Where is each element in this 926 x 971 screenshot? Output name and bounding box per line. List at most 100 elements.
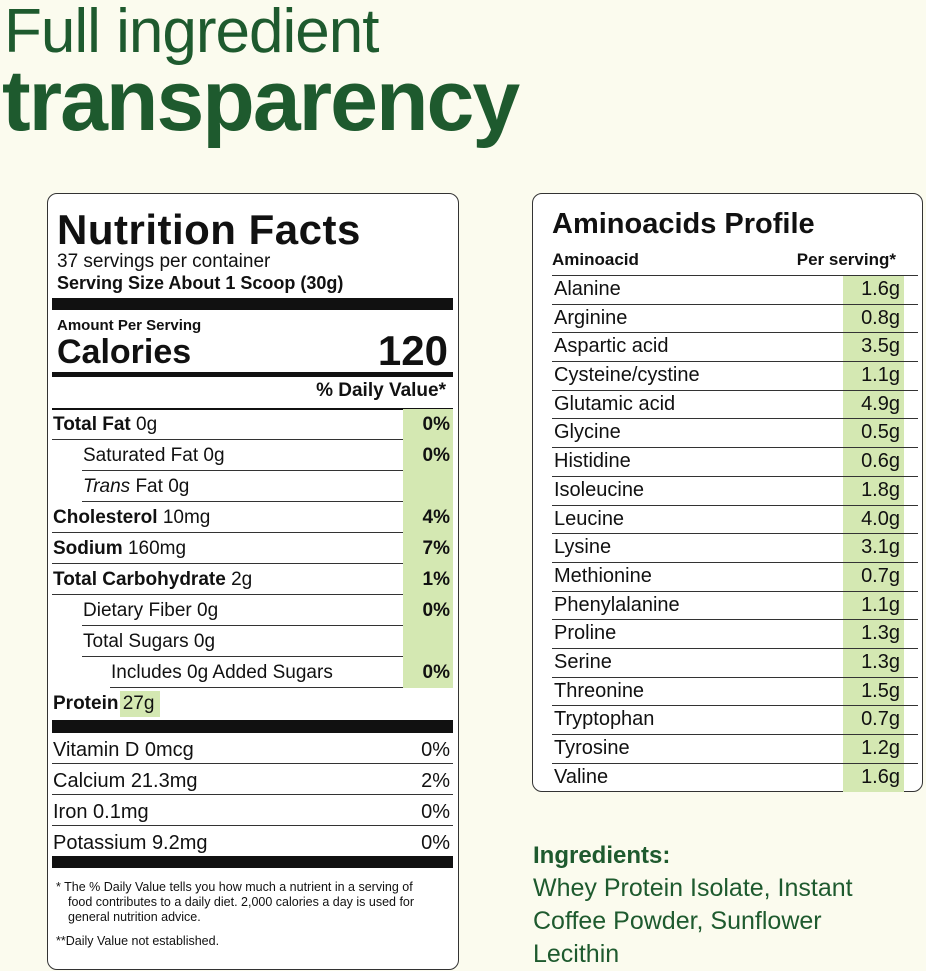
nutrient-text: Total Sugars 0g [83, 631, 215, 653]
nutrient-row: Dietary Fiber 0g 0% [52, 595, 453, 626]
amino-amount: 1.1g [861, 593, 900, 616]
amino-amount: 0.7g [861, 708, 900, 731]
row-line [552, 734, 918, 735]
nutrient-text: Trans Fat 0g [83, 476, 189, 498]
vitamin-rows: Vitamin D 0mcg 0% Calcium 21.3mg 2% Iron 0.1… [52, 733, 453, 857]
vitamin-row: Vitamin D 0mcg 0% [52, 733, 453, 764]
amino-row: Phenylalanine 1.1g [552, 591, 918, 621]
nutrient-text: Total Carbohydrate 2g [53, 569, 252, 591]
row-line [52, 563, 453, 564]
amino-amount: 0.8g [861, 306, 900, 329]
amount-highlight [843, 390, 904, 420]
nutrient-text: Total Fat 0g [53, 414, 157, 436]
vitamin-text: Calcium 21.3mg [53, 770, 198, 793]
vitamin-label: Iron [53, 801, 88, 823]
nutrient-row: Cholesterol 10mg 4% [52, 502, 453, 533]
amino-row: Valine 1.6g [552, 763, 918, 793]
daily-value: 0% [422, 445, 450, 466]
amount-highlight [843, 591, 904, 621]
amino-amount: 4.9g [861, 392, 900, 415]
nutrient-amount: 27g [119, 691, 161, 717]
amino-name: Methionine [554, 564, 652, 587]
row-line [552, 332, 918, 334]
amino-row: Glutamic acid 4.9g [552, 390, 918, 420]
calories-label: Calories [57, 333, 192, 371]
row-line [552, 676, 918, 678]
row-line [52, 594, 453, 595]
row-line [82, 501, 453, 502]
amino-row: Proline 1.3g [552, 620, 918, 649]
headline: Full ingredient [4, 0, 379, 66]
amount-highlight [843, 476, 904, 506]
amino-name: Aspartic acid [554, 335, 669, 358]
divider [52, 408, 453, 410]
amino-name: Serine [554, 650, 612, 673]
divider [52, 372, 453, 377]
nutrient-prefix: Trans [83, 476, 131, 497]
amount-highlight [843, 276, 904, 305]
amount-highlight [843, 735, 904, 764]
nutrient-row: Total Carbohydrate 2g 1% [52, 564, 453, 595]
row-line [552, 647, 918, 649]
nutrient-text: Saturated Fat 0g [83, 445, 225, 467]
vitamin-label: Potassium [53, 832, 147, 854]
row-line [52, 763, 453, 764]
nutrient-amount: 0g [136, 414, 158, 435]
amino-title: Aminoacids Profile [552, 208, 815, 240]
daily-value-header: % Daily Value* [316, 380, 446, 401]
amount-highlight [843, 362, 904, 391]
dv-highlight [403, 626, 453, 657]
amount-highlight [843, 677, 904, 707]
dv-highlight [403, 533, 453, 564]
nutrient-text: Dietary Fiber 0g [83, 600, 218, 622]
nutrient-label: Includes 0g Added Sugars [111, 662, 333, 683]
daily-value: 0% [421, 832, 450, 854]
column-header: Aminoacid [552, 250, 639, 269]
daily-value: 4% [422, 507, 450, 528]
daily-value: 1% [422, 569, 450, 590]
amino-profile: Aminoacids Profile Aminoacid Per serving… [532, 193, 923, 793]
amino-name: Tryptophan [554, 708, 655, 731]
vitamin-text: Potassium 9.2mg [53, 832, 208, 855]
daily-value: 0% [422, 414, 450, 435]
nutrition-title: Nutrition Facts [57, 206, 361, 253]
row-line [552, 590, 918, 592]
vitamin-text: Iron 0.1mg [53, 801, 149, 824]
vitamin-amount: 21.3mg [130, 770, 198, 792]
nutrition-facts: Nutrition Facts 37 servings per containe… [47, 193, 459, 970]
servings: 37 servings per container [57, 251, 271, 272]
divider [52, 856, 453, 868]
amino-row: Tryptophan 0.7g [552, 706, 918, 735]
nutrient-label: Saturated Fat [83, 445, 199, 466]
amino-row: Serine 1.3g [552, 648, 918, 678]
amino-amount: 1.3g [861, 650, 900, 673]
amino-rows: Alanine 1.6g Arginine 0.8g Aspartic acid 3.5g… [552, 276, 918, 793]
amino-amount: 1.2g [861, 737, 900, 759]
amino-row: Histidine 0.6g [552, 448, 918, 477]
amino-name: Leucine [554, 507, 625, 530]
nutrient-rows: Total Fat 0g 0% Saturated Fat 0g 0% Trans Fa… [52, 409, 453, 719]
amino-row: Leucine 4.0g [552, 505, 918, 535]
amount-highlight [843, 706, 904, 735]
amino-name: Arginine [554, 306, 628, 329]
footnote: **Daily Value not established. [56, 934, 220, 948]
amino-row: Threonine 1.5g [552, 677, 918, 707]
row-line [552, 418, 918, 420]
nutrient-row: Sodium 160mg 7% [52, 533, 453, 564]
amino-name: Threonine [554, 679, 645, 702]
amount-highlight [843, 448, 904, 477]
vitamin-row: Potassium 9.2mg 0% [52, 826, 453, 857]
vitamin-text: Vitamin D 0mcg [53, 739, 194, 762]
nutrient-amount: 2g [231, 569, 253, 590]
vitamin-amount: 0.1mg [93, 801, 149, 823]
amino-amount: 4.0g [861, 507, 900, 530]
nutrient-row: Includes 0g Added Sugars 0% [52, 657, 453, 688]
amino-name: Isoleucine [554, 478, 645, 501]
row-line [52, 825, 453, 826]
nutrient-amount: 160mg [127, 538, 187, 559]
row-line [52, 794, 453, 795]
row-line [552, 561, 918, 563]
column-header: Per serving* [796, 250, 896, 269]
divider [52, 298, 453, 310]
